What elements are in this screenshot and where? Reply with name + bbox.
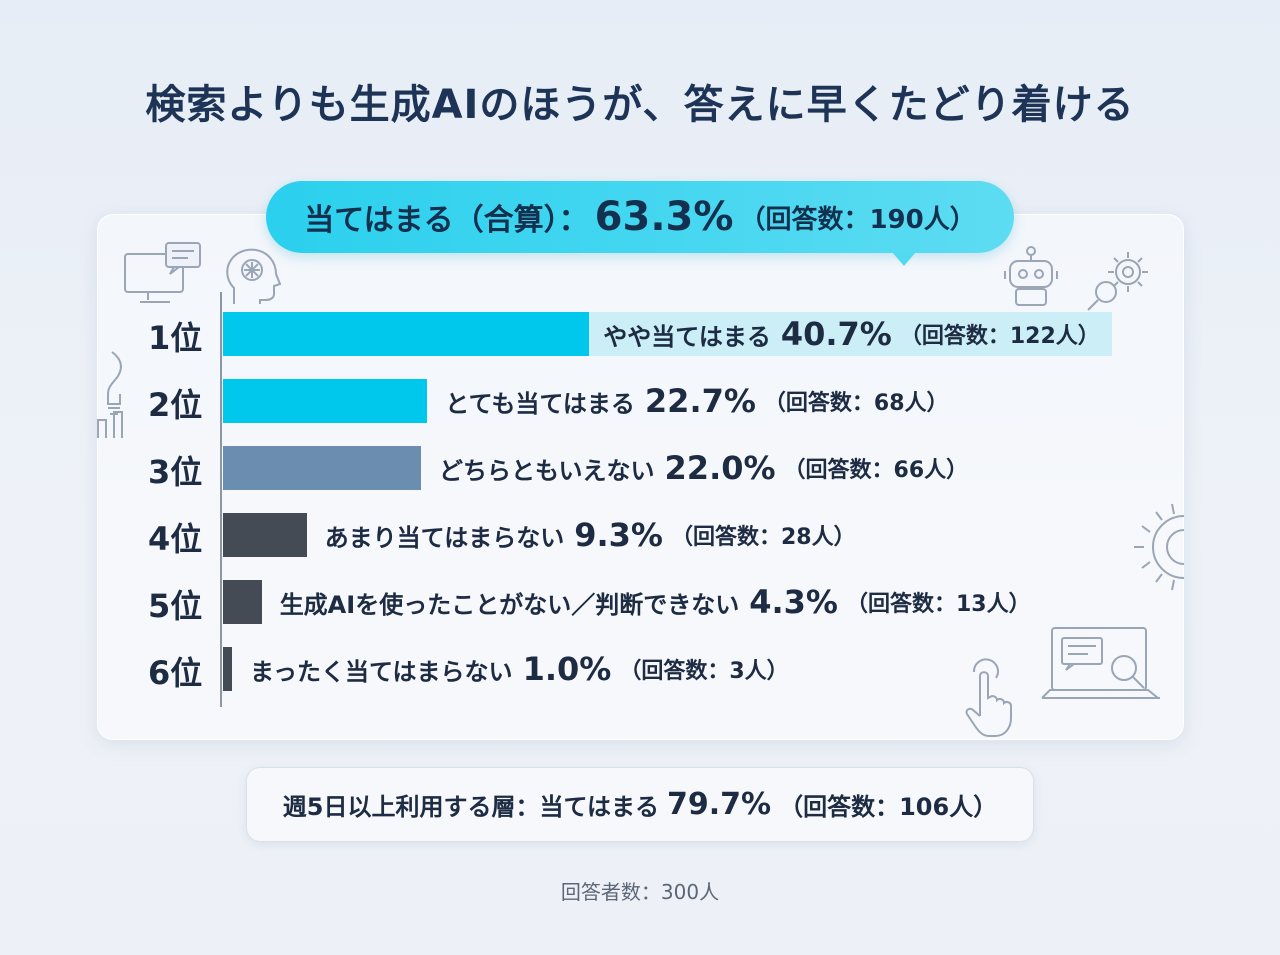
rank-label: 1位 — [148, 319, 203, 357]
bar-label: 生成AIを使ったことがない／判断できない 4.3% （回答数：13人） — [280, 580, 1031, 624]
summary-label: 週5日以上利用する層：当てはまる — [282, 793, 660, 821]
bar-percent: 22.0% — [664, 449, 776, 487]
rank-label: 5位 — [148, 587, 203, 625]
robot-icon — [1004, 246, 1058, 306]
summary-count: （回答数：106人） — [779, 793, 998, 821]
bar-count: （回答数：122人） — [899, 324, 1100, 349]
bar-label: やや当てはまる 40.7% （回答数：122人） — [589, 312, 1112, 356]
rank-label: 2位 — [148, 386, 203, 424]
bar-percent: 9.3% — [574, 516, 663, 554]
bar-category: 生成AIを使ったことがない／判断できない — [279, 590, 740, 619]
callout-label: 当てはまる（合算）： — [304, 203, 589, 238]
rank-label: 4位 — [148, 520, 203, 558]
bar-label: あまり当てはまらない 9.3% （回答数：28人） — [325, 513, 856, 557]
bar-count: （回答数：28人） — [670, 525, 856, 550]
bar — [223, 513, 307, 557]
bar-category: どちらともいえない — [439, 456, 655, 485]
ai-head-icon — [226, 248, 282, 304]
pointer-hand-icon — [965, 658, 1012, 737]
callout-percent: 63.3% — [594, 194, 734, 240]
respondent-count: 回答者数：300人 — [560, 880, 720, 904]
gear-search-icon — [1087, 252, 1148, 311]
callout-count: （回答数：190人） — [739, 204, 976, 235]
bar-count: （回答数：68人） — [763, 391, 949, 416]
bar — [223, 446, 421, 490]
laptop-search-icon — [1041, 627, 1160, 699]
chart-axis — [220, 292, 222, 707]
bar-category: まったく当てはまらない — [250, 657, 513, 686]
bar-percent: 1.0% — [522, 650, 612, 688]
bar-percent: 4.3% — [749, 583, 838, 621]
bar-category: とても当てはまる — [445, 389, 635, 418]
bar — [223, 647, 232, 691]
rank-label: 6位 — [148, 654, 203, 692]
bar-count: （回答数：66人） — [783, 458, 969, 483]
gear-icon — [1134, 503, 1184, 591]
bar-count: （回答数：13人） — [845, 592, 1031, 617]
page-title: 検索よりも生成AIのほうが、答えに早くたどり着ける — [145, 82, 1135, 128]
rank-label: 3位 — [148, 453, 203, 491]
chart-lightbulb-icon — [97, 351, 123, 438]
bar-percent: 40.7% — [780, 315, 892, 353]
bar-label: とても当てはまる 22.7% （回答数：68人） — [445, 379, 948, 423]
total-callout: 当てはまる（合算）： 63.3% （回答数：190人） — [266, 181, 1014, 266]
summary-box: 週5日以上利用する層：当てはまる 79.7% （回答数：106人） — [246, 767, 1034, 842]
bar-label: まったく当てはまらない 1.0% （回答数：3人） — [250, 647, 789, 691]
bar-category: あまり当てはまらない — [324, 523, 565, 552]
bar-count: （回答数：3人） — [619, 659, 789, 684]
bar — [223, 580, 262, 624]
bar-category: やや当てはまる — [603, 322, 771, 351]
bar — [223, 312, 590, 356]
bar-percent: 22.7% — [644, 382, 756, 420]
bar — [223, 379, 428, 423]
monitor-chat-icon — [124, 242, 201, 303]
bar-label: どちらともいえない 22.0% （回答数：66人） — [439, 446, 968, 490]
summary-percent: 79.7% — [667, 787, 772, 822]
